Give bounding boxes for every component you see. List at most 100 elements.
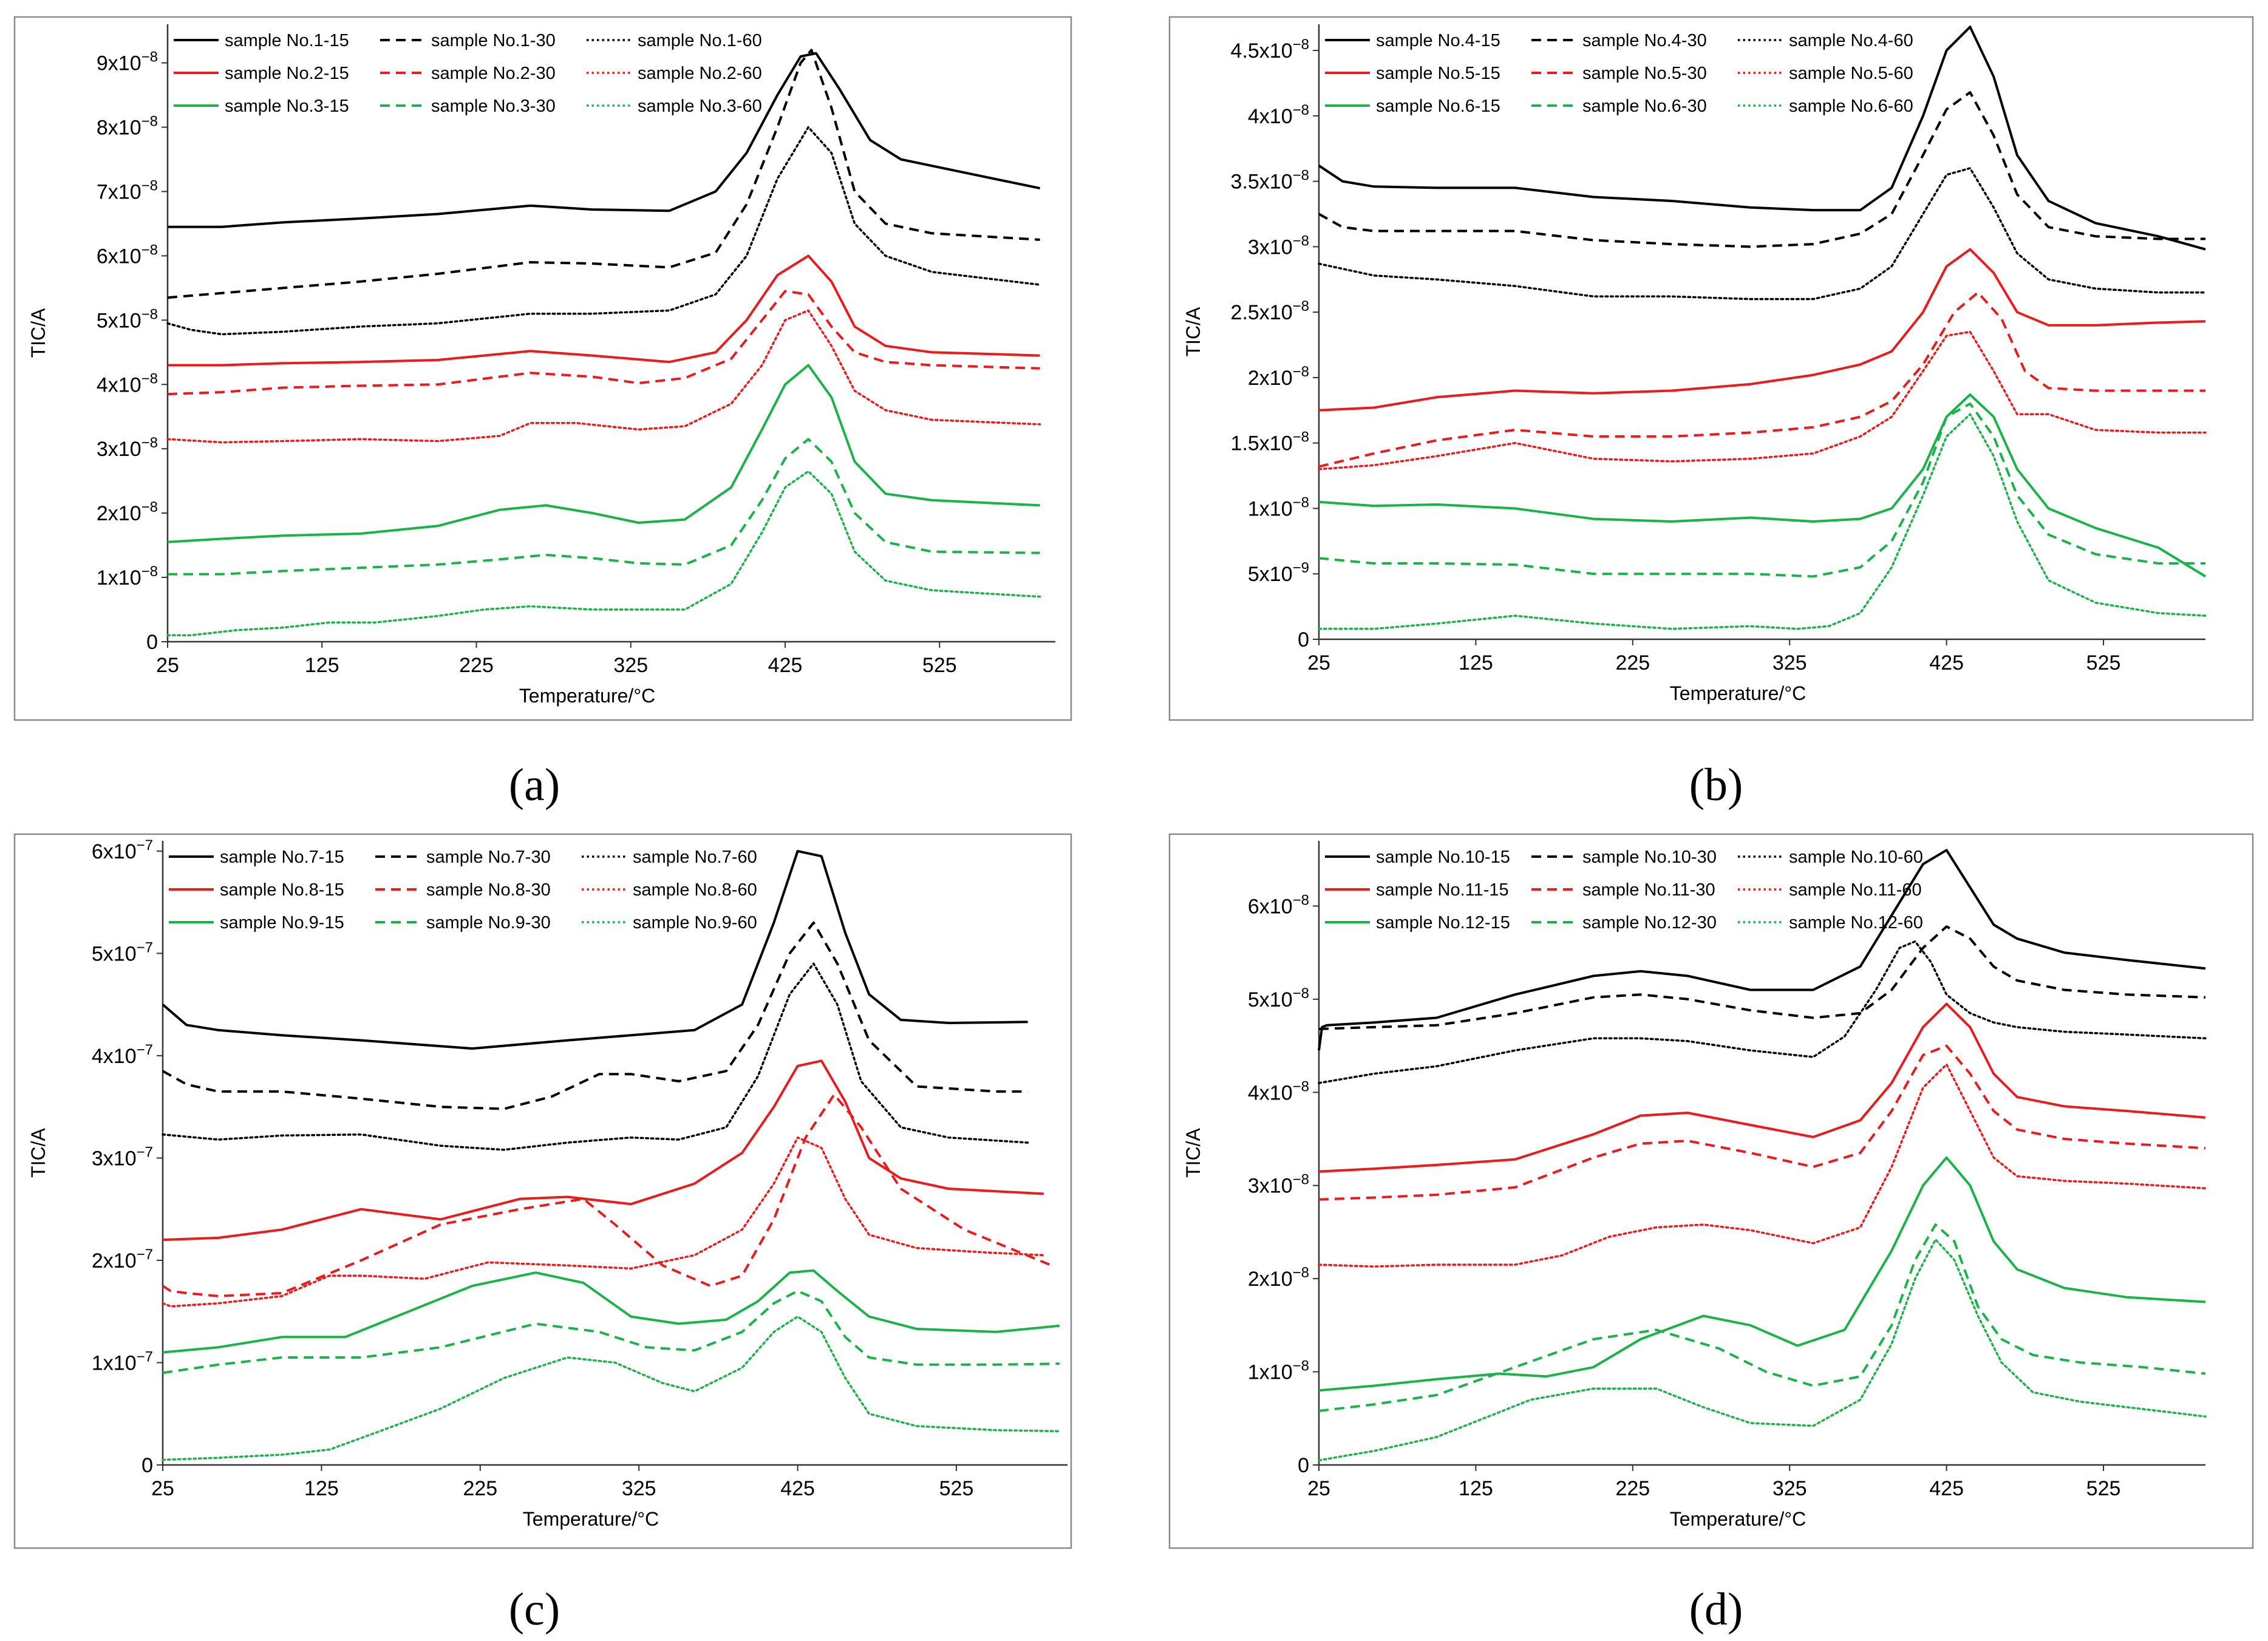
- chart-panel-3: 25 125 225 325 425 525 0 1x10−7 2x10−7 3x10−7 4x10…: [13, 833, 1072, 1635]
- series-line-sample-no-3-30: [168, 438, 1040, 576]
- y-tick-label: 9x10−8: [97, 49, 158, 75]
- y-tick-label: 5x10−9: [1248, 560, 1309, 586]
- y-tick-label: 1x10−7: [92, 1348, 153, 1374]
- legend-label: sample No.7-60: [633, 848, 757, 867]
- panel-label: (b): [1689, 759, 1743, 810]
- y-tick-label: 0: [1298, 628, 1309, 651]
- x-tick-label: 525: [922, 654, 957, 677]
- legend-label: sample No.1-15: [225, 31, 349, 50]
- x-tick-label: 125: [304, 1477, 339, 1500]
- series-line-sample-no-12-15: [1318, 1156, 2206, 1392]
- y-tick-label: 3x10−7: [92, 1144, 153, 1170]
- y-tick-label: 0: [141, 1454, 153, 1477]
- legend-label: sample No.10-30: [1582, 848, 1717, 867]
- panel-label: (d): [1689, 1584, 1743, 1635]
- chart-panel-1: 25 125 225 325 425 525 0 1x10−8 2x10−8 3x10−8 4x10…: [13, 16, 1072, 810]
- y-tick-label: 1x10−8: [97, 563, 158, 589]
- series-line-sample-no-10-15: [1318, 849, 2206, 1051]
- legend-label: sample No.3-15: [225, 97, 349, 116]
- series-line-sample-no-2-60: [166, 309, 1041, 444]
- y-tick-label: 5x10−8: [97, 306, 158, 332]
- x-tick-label: 425: [780, 1477, 815, 1500]
- x-tick-label: 325: [1773, 1477, 1807, 1500]
- series-line-sample-no-4-15: [1318, 25, 2206, 251]
- legend-label: sample No.12-30: [1582, 913, 1717, 933]
- y-tick-label: 4x10−8: [1248, 102, 1309, 128]
- x-tick-label: 325: [1773, 651, 1807, 674]
- y-tick-label: 2x10−7: [92, 1246, 153, 1272]
- legend-label: sample No.4-15: [1376, 31, 1500, 50]
- x-tick-label: 225: [463, 1477, 497, 1500]
- y-tick-label: 6x10−8: [97, 242, 158, 268]
- panel-label: (a): [509, 759, 560, 810]
- series-line-sample-no-5-30: [1318, 291, 2205, 468]
- series-line-sample-no-7-30: [162, 921, 1028, 1110]
- series-line-sample-no-2-15: [168, 254, 1040, 367]
- series-line-sample-no-12-30: [1318, 1223, 2206, 1412]
- legend-label: sample No.10-60: [1789, 848, 1923, 867]
- legend-label: sample No.5-30: [1582, 64, 1707, 83]
- series-line-sample-no-9-60: [162, 1315, 1061, 1461]
- y-tick-label: 4x10−8: [1248, 1078, 1309, 1104]
- series-line-sample-no-4-30: [1318, 91, 2205, 248]
- series-line-sample-no-6-15: [1318, 393, 2207, 578]
- y-tick-label: 0: [1298, 1454, 1309, 1477]
- series-line-sample-no-4-60: [1318, 167, 2207, 301]
- x-tick-label: 425: [1929, 1477, 1964, 1500]
- legend-label: sample No.9-30: [426, 913, 551, 933]
- panel-label: (c): [509, 1584, 560, 1635]
- y-tick-label: 2.5x10−8: [1231, 298, 1309, 324]
- x-tick-label: 225: [459, 654, 494, 677]
- legend-label: sample No.8-60: [633, 880, 757, 900]
- y-tick-label: 3x10−8: [97, 435, 158, 461]
- legend-label: sample No.5-60: [1789, 64, 1913, 83]
- y-tick-label: 4x10−7: [92, 1042, 153, 1068]
- legend-label: sample No.1-30: [431, 31, 556, 50]
- series-line-sample-no-3-60: [166, 470, 1041, 637]
- legend-label: sample No.7-30: [426, 848, 551, 867]
- x-tick-label: 525: [2086, 1477, 2121, 1500]
- x-tick-label: 325: [622, 1477, 656, 1500]
- series-line-sample-no-1-60: [166, 126, 1041, 336]
- legend-label: sample No.1-60: [638, 31, 762, 50]
- chart-panel-4: 25 125 225 325 425 525 0 1x10−8 2x10−8 3x10−8 4x10…: [1168, 833, 2254, 1635]
- y-axis-label: TIC/A: [27, 1127, 49, 1177]
- y-axis-label: TIC/A: [27, 308, 49, 358]
- legend-label: sample No.7-15: [220, 848, 344, 867]
- legend-label: sample No.11-30: [1582, 880, 1715, 900]
- chart-frame: [13, 833, 1072, 1549]
- series-line-sample-no-11-60: [1318, 1063, 2207, 1268]
- x-tick-label: 125: [1459, 651, 1493, 674]
- y-tick-label: 1x10−8: [1248, 494, 1309, 520]
- series-line-sample-no-2-30: [167, 290, 1040, 396]
- y-axis-label: TIC/A: [1182, 307, 1204, 356]
- series-line-sample-no-8-15: [162, 1059, 1044, 1242]
- legend-label: sample No.4-30: [1582, 31, 1707, 50]
- chart-frame: [1168, 833, 2254, 1549]
- y-tick-label: 4.5x10−8: [1231, 36, 1309, 63]
- series-line-sample-no-8-60: [162, 1136, 1045, 1308]
- chart-frame: [1168, 16, 2254, 721]
- x-tick-label: 225: [1615, 1477, 1650, 1500]
- x-axis-label: Temperature/°C: [519, 685, 655, 707]
- series-line-sample-no-1-30: [167, 49, 1040, 299]
- y-tick-label: 1.5x10−8: [1231, 429, 1309, 455]
- legend-label: sample No.11-15: [1376, 880, 1509, 900]
- legend-label: sample No.12-60: [1789, 913, 1923, 933]
- series-line-sample-no-10-60: [1318, 940, 2207, 1084]
- legend-label: sample No.3-60: [638, 97, 762, 116]
- series-line-sample-no-5-15: [1318, 248, 2206, 412]
- x-tick-label: 25: [1307, 651, 1330, 674]
- series-line-sample-no-9-15: [162, 1269, 1060, 1354]
- series-line-sample-no-11-15: [1318, 1002, 2206, 1173]
- series-line-sample-no-7-60: [162, 962, 1029, 1151]
- legend-label: sample No.4-60: [1789, 31, 1913, 50]
- x-tick-label: 125: [1459, 1477, 1493, 1500]
- series-line-sample-no-3-15: [167, 364, 1040, 543]
- y-tick-label: 7x10−8: [97, 177, 158, 203]
- legend-label: sample No.8-30: [426, 880, 551, 900]
- legend-label: sample No.6-30: [1582, 97, 1707, 116]
- series-line-sample-no-12-60: [1318, 1238, 2207, 1462]
- legend-label: sample No.9-60: [633, 913, 757, 933]
